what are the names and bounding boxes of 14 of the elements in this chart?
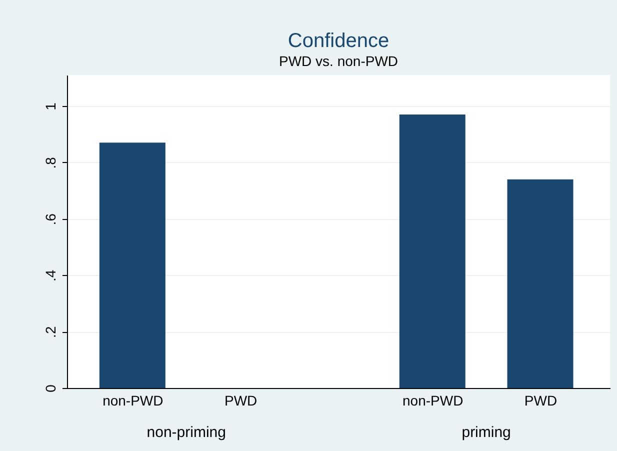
x-tick-label: non-PWD: [102, 392, 164, 408]
y-tick-label: .6: [42, 213, 58, 226]
chart-subtitle: PWD vs. non-PWD: [278, 53, 398, 69]
x-tick-label: PWD: [524, 392, 558, 408]
y-tick-label: 1: [42, 102, 58, 110]
x-tick-label: PWD: [224, 392, 258, 408]
y-tick-label: .4: [42, 270, 58, 282]
y-tick-label: 0: [42, 384, 58, 392]
y-tick-label: .8: [42, 156, 58, 169]
x-tick-label: non-PWD: [402, 392, 464, 408]
chart-title: Confidence: [288, 30, 390, 52]
y-tick-label: .2: [42, 326, 58, 338]
text: non-priming: [146, 424, 226, 441]
text: priming: [462, 424, 511, 441]
